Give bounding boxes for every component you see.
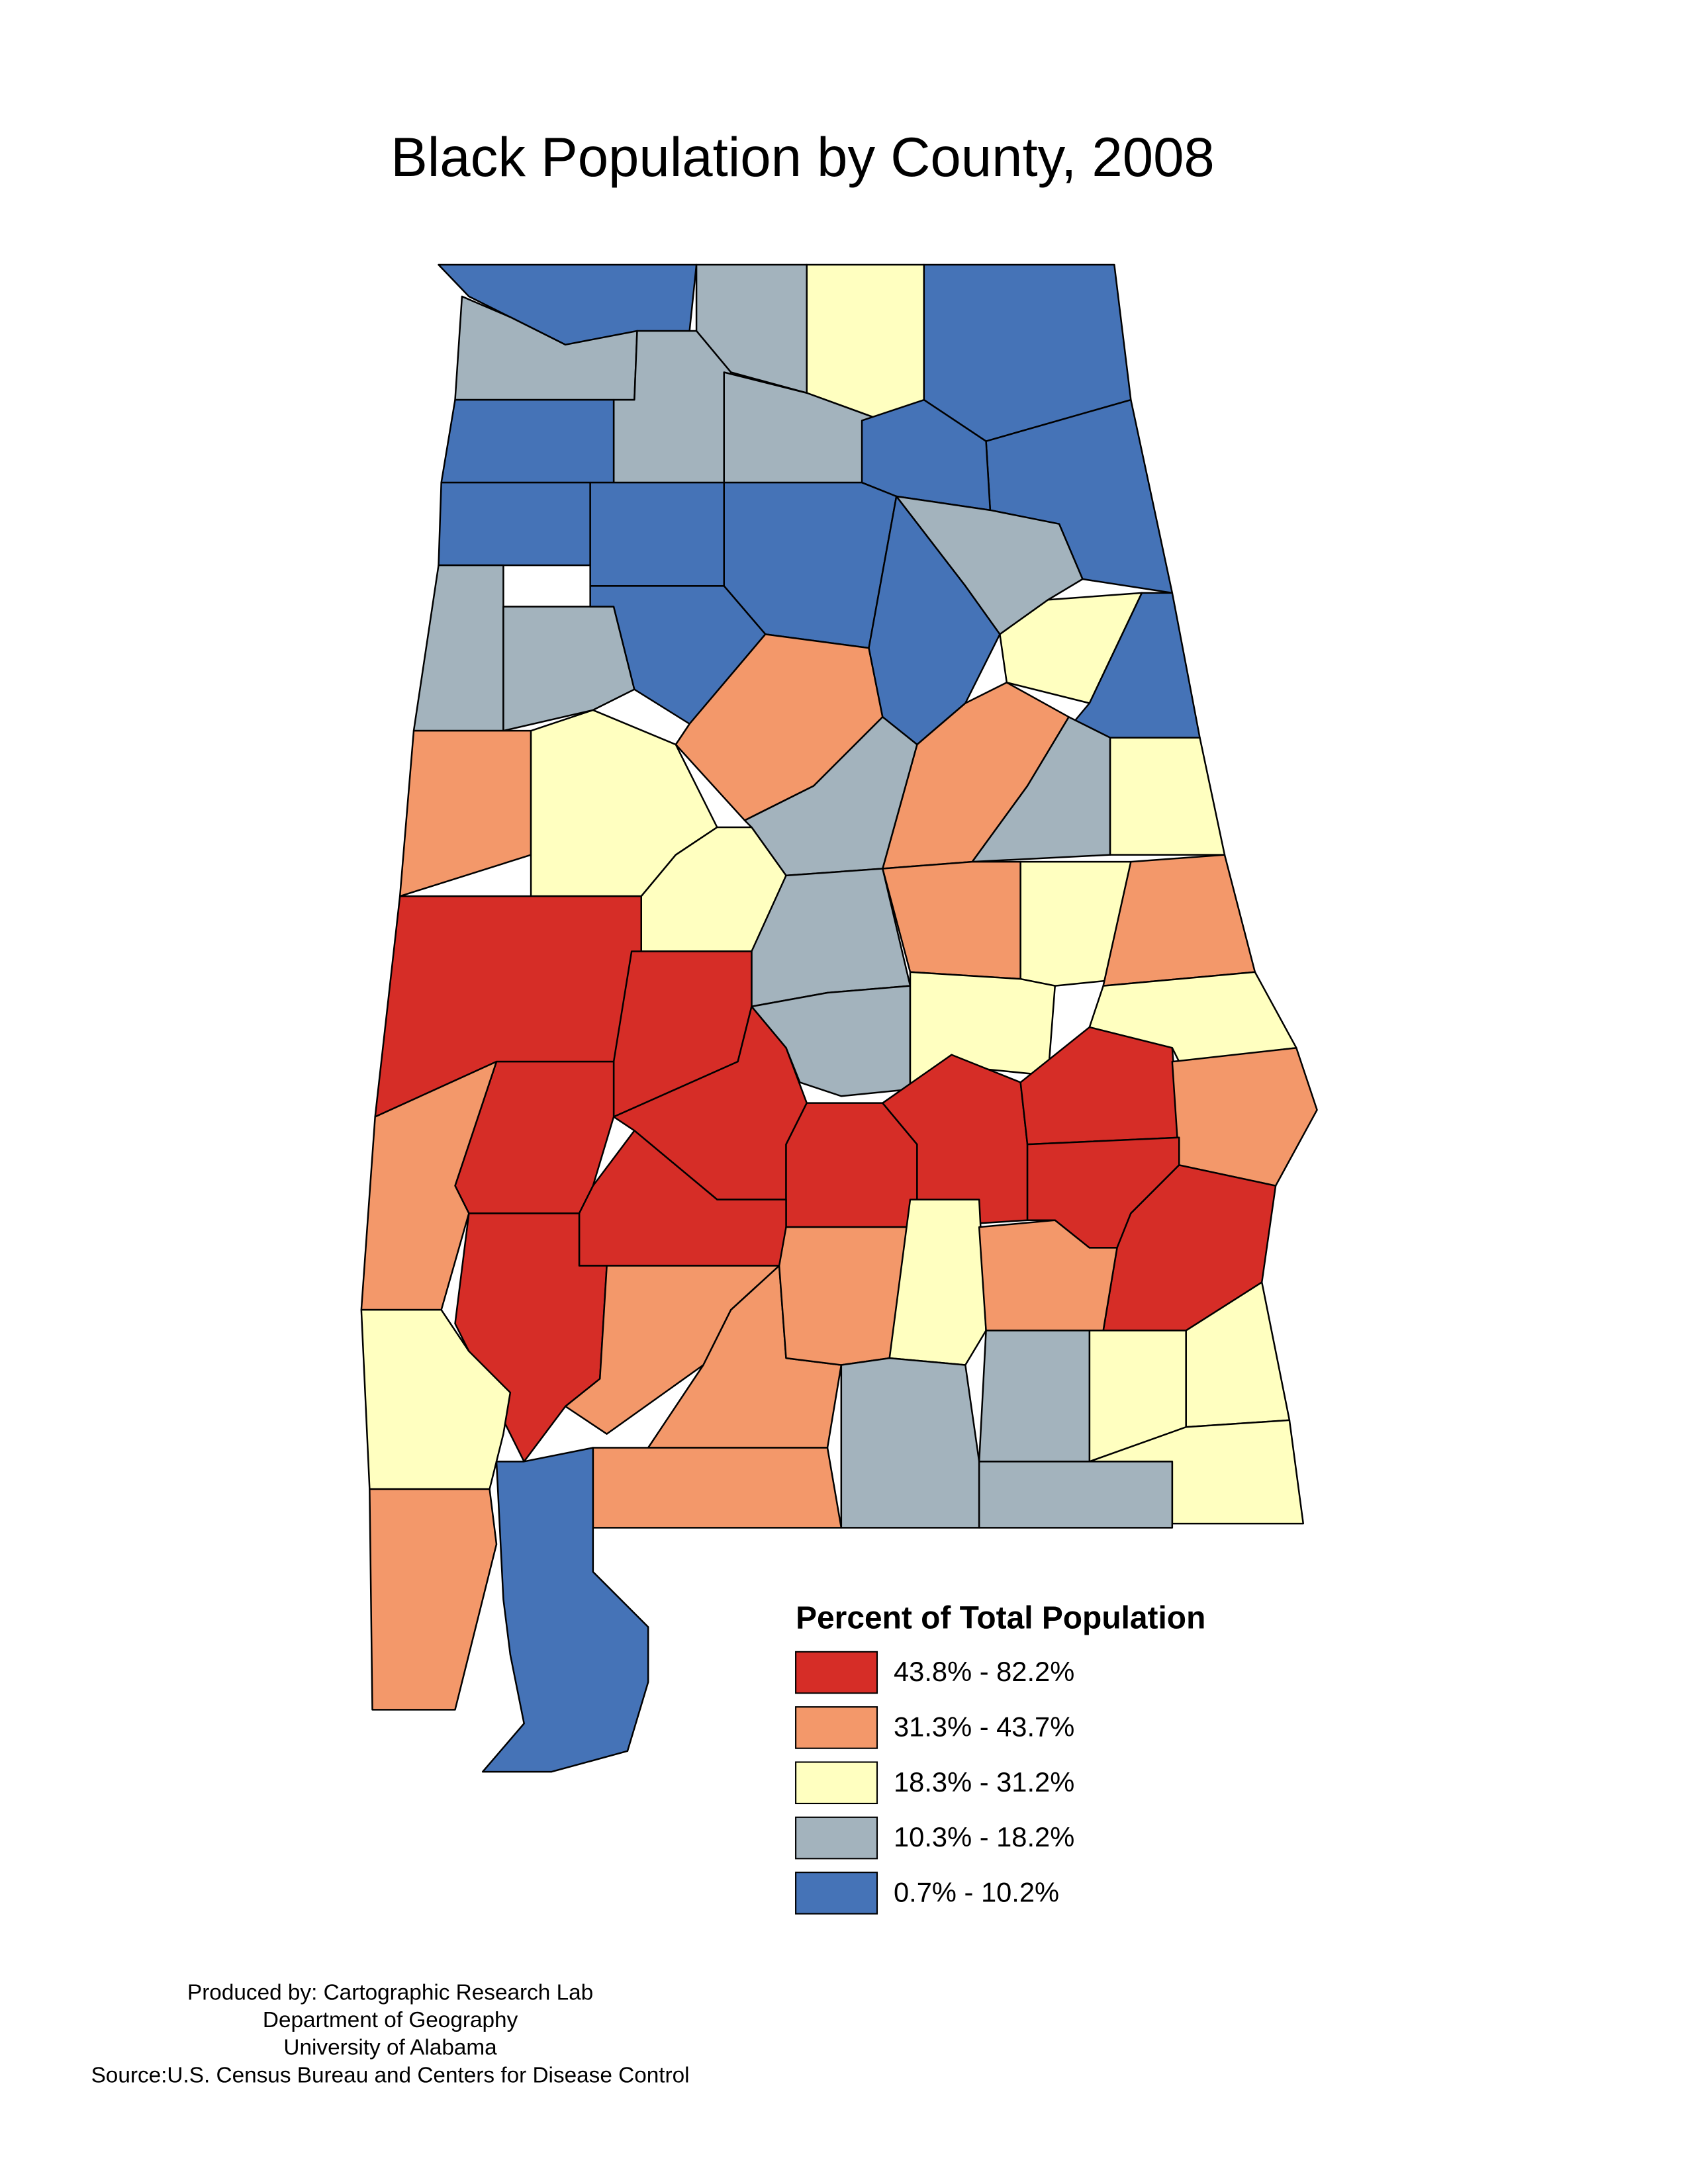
county [840, 1357, 980, 1529]
county [440, 398, 615, 484]
county [806, 263, 925, 422]
county [369, 1488, 498, 1711]
county [888, 1199, 987, 1366]
county [592, 1447, 843, 1529]
county [589, 585, 767, 725]
credit-line: University of Alabama [283, 2036, 497, 2060]
legend-swatch [795, 1816, 878, 1860]
county [589, 481, 726, 587]
legend: 43.8% - 82.2% 31.3% - 43.7% 18.3% - 31.2% 1… [795, 1651, 1074, 1915]
county [1019, 860, 1132, 987]
credit-line: Source:U.S. Census Bureau and Centers fo… [91, 2063, 690, 2087]
credit-line: Department of Geography [263, 2008, 518, 2032]
county [978, 1330, 1091, 1463]
map-title: Black Population by County, 2008 [391, 126, 1215, 188]
county [502, 606, 635, 732]
county [412, 564, 504, 732]
county [1109, 737, 1226, 856]
county [438, 481, 591, 567]
credits: Produced by: Cartographic Research Lab De… [91, 1980, 690, 2087]
legend-swatch [795, 1872, 878, 1915]
legend-label: 0.7% - 10.2% [894, 1877, 1059, 1908]
legend-label: 10.3% - 18.2% [894, 1821, 1074, 1852]
legend-label: 18.3% - 31.2% [894, 1766, 1074, 1797]
legend-swatch [795, 1706, 878, 1749]
county [978, 1461, 1174, 1529]
county [695, 263, 808, 394]
legend-label: 43.8% - 82.2% [894, 1656, 1074, 1687]
county [481, 1447, 649, 1773]
county-layer [360, 263, 1318, 1773]
county [1171, 1047, 1318, 1187]
legend-swatch [795, 1761, 878, 1805]
credit-line: Produced by: Cartographic Research Lab [187, 1980, 593, 2005]
legend-swatch [795, 1651, 878, 1694]
county [399, 729, 532, 897]
legend-label: 31.3% - 43.7% [894, 1711, 1074, 1743]
legend-title: Percent of Total Population [796, 1601, 1205, 1636]
